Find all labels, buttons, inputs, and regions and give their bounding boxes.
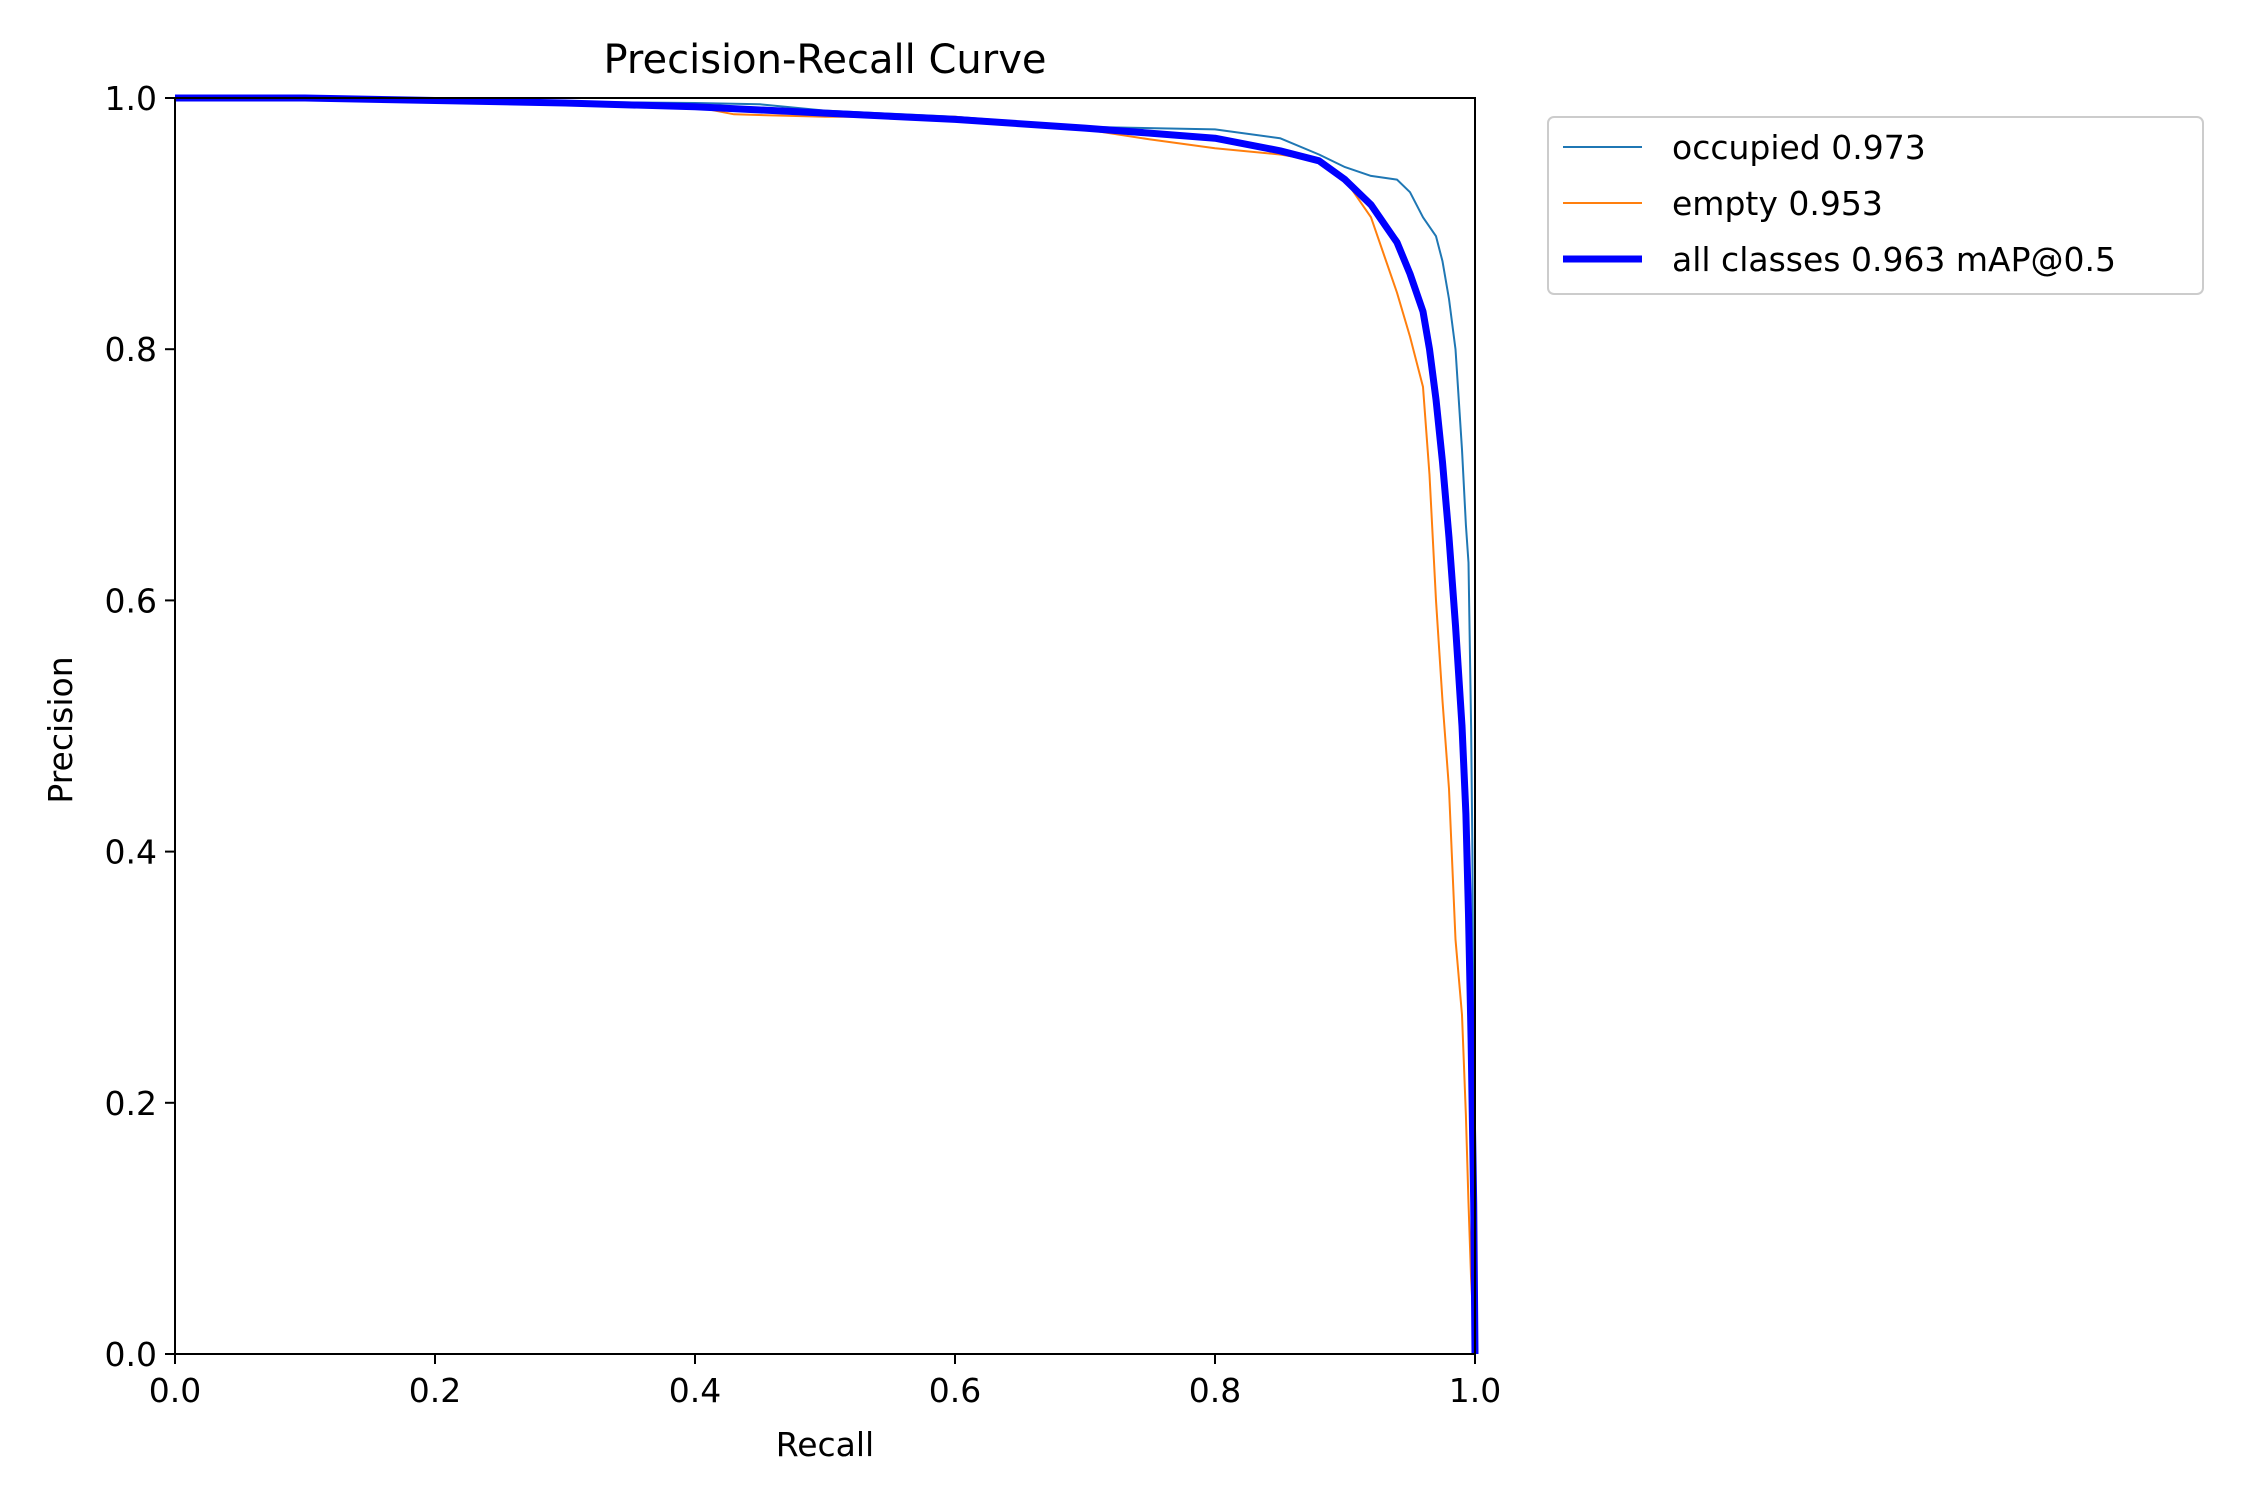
legend-label-2: all classes 0.963 mAP@0.5 [1672, 240, 2116, 279]
legend-frame [1547, 116, 2204, 295]
x-tick-label: 0.8 [1189, 1371, 1241, 1410]
y-tick-label: 0.2 [105, 1084, 157, 1123]
x-tick-label: 0.0 [149, 1371, 201, 1410]
x-tick-label: 0.6 [929, 1371, 981, 1410]
x-tick-label: 1.0 [1449, 1371, 1501, 1410]
y-axis-ticks: 0.0 0.2 0.4 0.6 0.8 1.0 [105, 79, 175, 1374]
x-tick-label: 0.2 [409, 1371, 461, 1410]
y-axis-label: Precision [41, 656, 80, 803]
x-axis-label: Recall [776, 1425, 874, 1464]
plot-area [175, 94, 1479, 1355]
y-tick-label: 0.6 [105, 581, 157, 620]
y-tick-label: 0.4 [105, 833, 157, 872]
y-tick-label: 0.0 [105, 1335, 157, 1374]
x-axis-ticks: 0.0 0.2 0.4 0.6 0.8 1.0 [149, 1354, 1501, 1410]
chart-title: Precision-Recall Curve [604, 37, 1047, 83]
y-tick-label: 0.8 [105, 330, 157, 369]
legend-label-0: occupied 0.973 [1672, 128, 1926, 167]
plot-frame [174, 97, 1476, 1355]
series-line-1 [175, 97, 1476, 1355]
y-tick-label: 1.0 [105, 79, 157, 118]
legend: occupied 0.973 empty 0.953 all classes 0.9… [1547, 116, 2204, 295]
legend-label-1: empty 0.953 [1672, 184, 1883, 223]
series-line-0 [175, 97, 1476, 1355]
x-tick-label: 0.4 [669, 1371, 721, 1410]
series-line-2 [175, 94, 1479, 1355]
